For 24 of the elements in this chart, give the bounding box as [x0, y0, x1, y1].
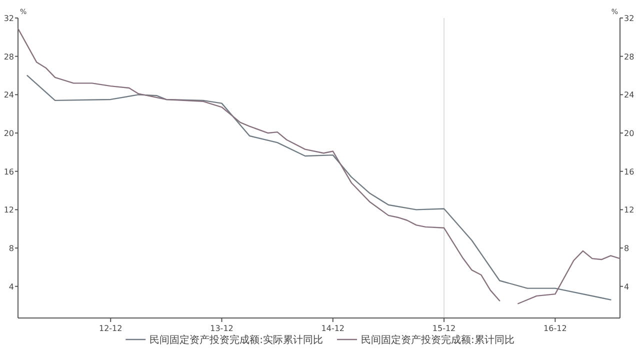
y2-tick-label: 32	[624, 14, 634, 23]
y2-tick-label: 16	[624, 167, 634, 176]
y-tick-label: 12	[4, 206, 14, 215]
x-tick-label: 13-12	[210, 324, 234, 333]
x-tick-label: 16-12	[544, 324, 567, 333]
y2-tick-label: 4	[624, 282, 630, 292]
legend-label: 民间固定资产投资完成额:累计同比	[361, 334, 514, 346]
y-tick-label: 8	[8, 244, 14, 254]
y-tick-label: 4	[8, 282, 14, 292]
x-tick-label: 15-12	[432, 324, 456, 333]
x-tick-label: 14-12	[321, 324, 345, 333]
y2-tick-label: 12	[624, 206, 634, 215]
y2-tick-label: 8	[624, 244, 630, 254]
y-tick-label: 24	[4, 90, 14, 100]
legend-label: 民间固定资产投资完成额:实际累计同比	[150, 334, 323, 346]
y2-tick-label: 28	[624, 52, 634, 62]
y-tick-label: 32	[4, 14, 14, 23]
x-tick-label: 12-12	[98, 324, 122, 333]
y2-tick-label: 20	[624, 129, 634, 138]
y-tick-label: 16	[4, 167, 14, 176]
line-series	[26, 74, 612, 300]
y-tick-label: 28	[4, 52, 14, 62]
y2-tick-label: 24	[624, 90, 634, 100]
y-tick-label: 20	[4, 129, 14, 138]
